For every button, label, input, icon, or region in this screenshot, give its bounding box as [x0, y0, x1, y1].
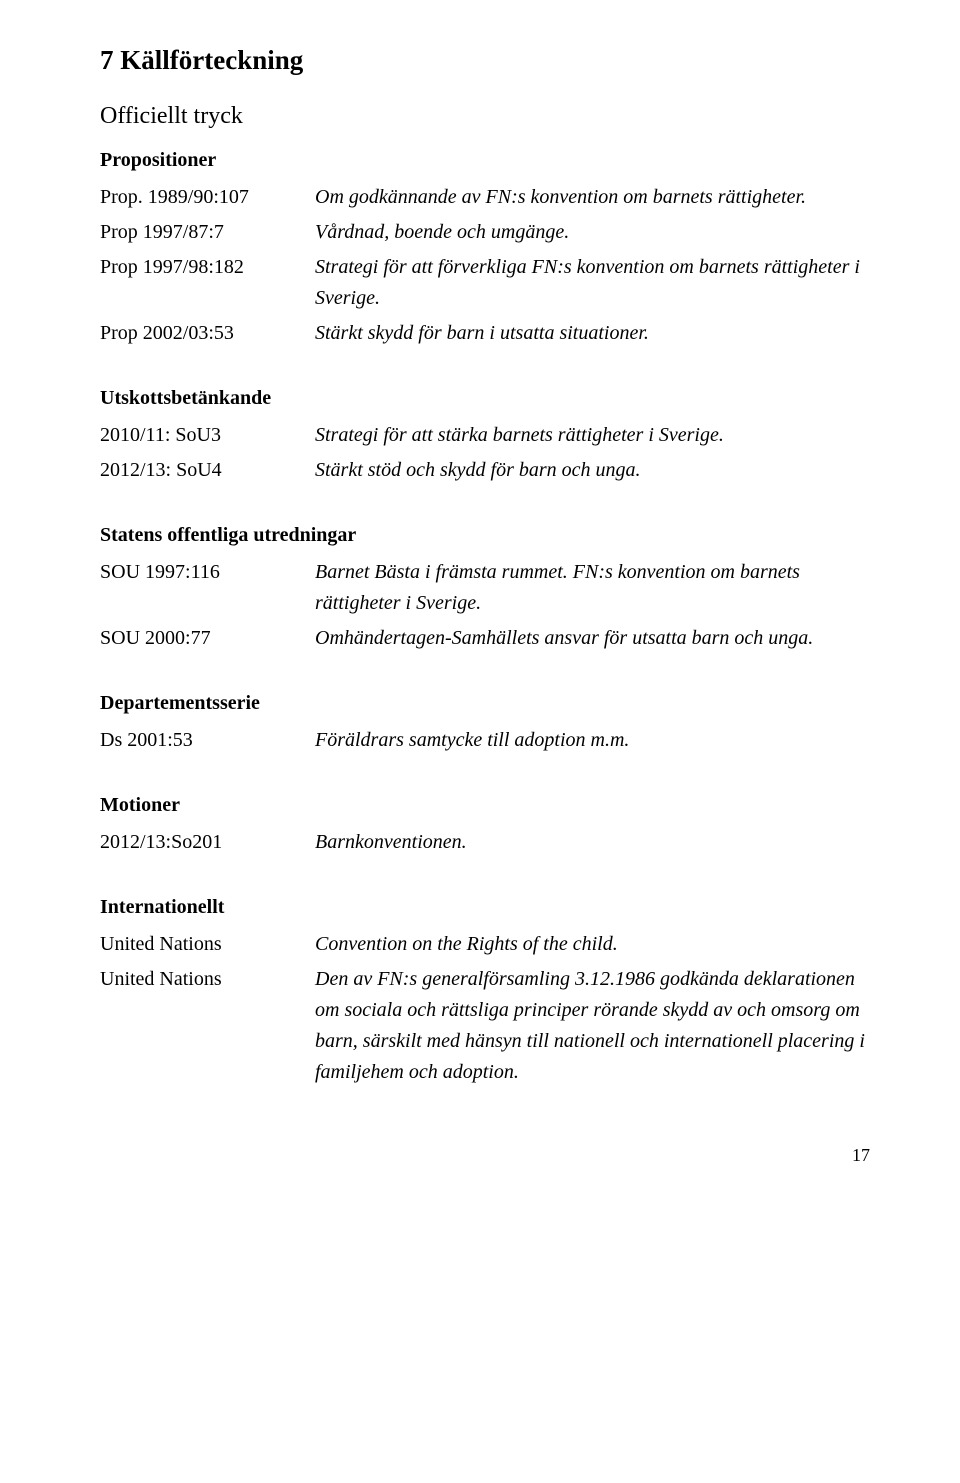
spacer [100, 760, 870, 790]
entry-value: Vårdnad, boende och umgänge. [315, 217, 870, 252]
entry-key: United Nations [100, 929, 315, 964]
section-subtitle: Officiellt tryck [100, 98, 870, 135]
spacer [100, 353, 870, 383]
entry-key: 2010/11: SoU3 [100, 420, 315, 455]
entry-value: Om godkännande av FN:s konvention om bar… [315, 182, 870, 217]
entry-list: United Nations Convention on the Rights … [100, 929, 870, 1092]
group-heading: Internationellt [100, 892, 870, 923]
entry-row: United Nations Den av FN:s generalförsam… [100, 964, 870, 1092]
entry-row: Prop 1997/87:7 Vårdnad, boende och umgän… [100, 217, 870, 252]
page-number: 17 [100, 1142, 870, 1170]
entry-row: 2012/13: SoU4 Stärkt stöd och skydd för … [100, 455, 870, 490]
spacer [100, 862, 870, 892]
entry-key: United Nations [100, 964, 315, 1092]
entry-key: Prop 1997/87:7 [100, 217, 315, 252]
entry-key: 2012/13:So201 [100, 827, 315, 862]
entry-list: 2012/13:So201 Barnkonventionen. [100, 827, 870, 862]
spacer [100, 658, 870, 688]
entry-value: Stärkt skydd för barn i utsatta situatio… [315, 318, 870, 353]
entry-list: 2010/11: SoU3 Strategi för att stärka ba… [100, 420, 870, 490]
group-heading: Departementsserie [100, 688, 870, 719]
entry-row: SOU 2000:77 Omhändertagen-Samhällets ans… [100, 623, 870, 658]
entry-list: Ds 2001:53 Föräldrars samtycke till adop… [100, 725, 870, 760]
entry-key: SOU 2000:77 [100, 623, 315, 658]
group-heading: Statens offentliga utredningar [100, 520, 870, 551]
entry-value: Strategi för att stärka barnets rättighe… [315, 420, 870, 455]
entry-row: SOU 1997:116 Barnet Bästa i främsta rumm… [100, 557, 870, 623]
entry-value: Omhändertagen-Samhällets ansvar för utsa… [315, 623, 870, 658]
entry-value: Den av FN:s generalförsamling 3.12.1986 … [315, 964, 870, 1092]
entry-value: Barnet Bästa i främsta rummet. FN:s konv… [315, 557, 870, 623]
entry-value: Föräldrars samtycke till adoption m.m. [315, 725, 870, 760]
entry-row: Prop 2002/03:53 Stärkt skydd för barn i … [100, 318, 870, 353]
spacer [100, 490, 870, 520]
entry-key: 2012/13: SoU4 [100, 455, 315, 490]
entry-key: Prop 1997/98:182 [100, 252, 315, 318]
document-page: 7 Källförteckning Officiellt tryck Propo… [0, 0, 960, 1200]
entry-row: Prop 1997/98:182 Strategi för att förver… [100, 252, 870, 318]
entry-row: Prop. 1989/90:107 Om godkännande av FN:s… [100, 182, 870, 217]
entry-list: SOU 1997:116 Barnet Bästa i främsta rumm… [100, 557, 870, 658]
entry-row: Ds 2001:53 Föräldrars samtycke till adop… [100, 725, 870, 760]
entry-list: Prop. 1989/90:107 Om godkännande av FN:s… [100, 182, 870, 353]
group-heading: Motioner [100, 790, 870, 821]
entry-row: United Nations Convention on the Rights … [100, 929, 870, 964]
entry-key: Prop 2002/03:53 [100, 318, 315, 353]
group-heading: Propositioner [100, 145, 870, 176]
entry-value: Barnkonventionen. [315, 827, 870, 862]
entry-key: Ds 2001:53 [100, 725, 315, 760]
entry-value: Strategi för att förverkliga FN:s konven… [315, 252, 870, 318]
group-heading: Utskottsbetänkande [100, 383, 870, 414]
entry-key: SOU 1997:116 [100, 557, 315, 623]
entry-row: 2012/13:So201 Barnkonventionen. [100, 827, 870, 862]
entry-value: Stärkt stöd och skydd för barn och unga. [315, 455, 870, 490]
entry-row: 2010/11: SoU3 Strategi för att stärka ba… [100, 420, 870, 455]
section-title: 7 Källförteckning [100, 40, 870, 82]
entry-value: Convention on the Rights of the child. [315, 929, 870, 964]
entry-key: Prop. 1989/90:107 [100, 182, 315, 217]
